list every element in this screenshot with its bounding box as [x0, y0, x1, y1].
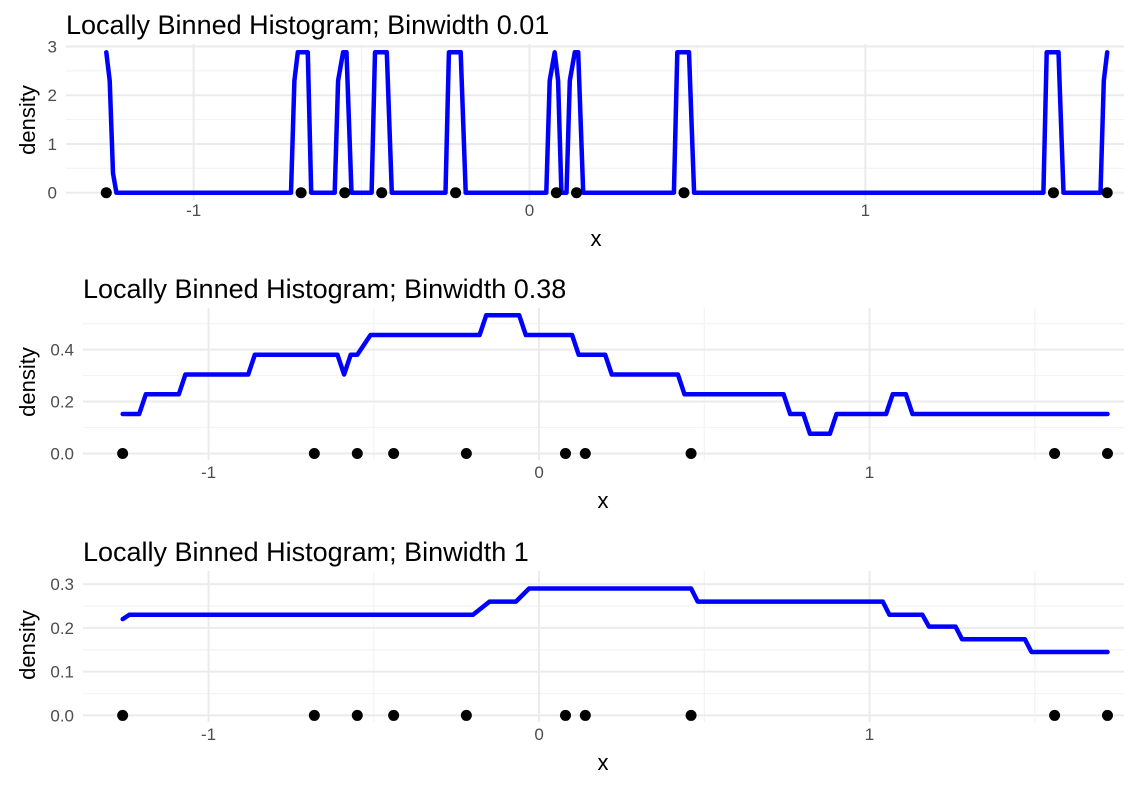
- panel-2-grid: [83, 308, 1124, 460]
- data-point: [579, 709, 591, 721]
- data-point: [388, 448, 400, 460]
- data-point: [1101, 187, 1113, 199]
- data-point: [376, 187, 388, 199]
- data-point: [571, 187, 583, 199]
- panel-1-x-ticks: -1 0 1: [186, 201, 870, 220]
- data-point: [678, 187, 690, 199]
- density-line: [104, 50, 1110, 195]
- x-tick-label: 0: [534, 725, 543, 744]
- panel-3-grid: [83, 571, 1124, 722]
- y-tick-label: 0.2: [50, 619, 74, 638]
- panel-2-x-ticks: -1 0 1: [201, 463, 874, 482]
- panel-1-x-axis-title: x: [591, 226, 602, 251]
- x-tick-label: 1: [865, 725, 874, 744]
- y-tick-label: 0.0: [50, 445, 74, 464]
- data-point: [117, 709, 129, 721]
- data-point: [1047, 187, 1059, 199]
- data-point: [685, 448, 697, 460]
- data-point: [460, 709, 472, 721]
- y-tick-label: 1: [48, 135, 57, 154]
- data-point: [117, 448, 129, 460]
- panel-2-y-ticks: 0.0 0.2 0.4: [50, 341, 74, 464]
- panel-1-series: [104, 50, 1110, 195]
- data-point: [450, 187, 462, 199]
- data-point: [1101, 448, 1113, 460]
- x-tick-label: -1: [201, 463, 216, 482]
- data-point: [388, 709, 400, 721]
- panel-2-title: Locally Binned Histogram; Binwidth 0.38: [83, 274, 566, 304]
- panel-2: Locally Binned Histogram; Binwidth 0.38 …: [15, 274, 1124, 513]
- data-point: [579, 448, 591, 460]
- x-tick-label: -1: [186, 201, 201, 220]
- panel-3-points: [117, 709, 1113, 721]
- panel-1-grid: [66, 44, 1124, 200]
- panel-2-y-axis-title: density: [15, 347, 40, 417]
- panel-3-y-axis-title: density: [15, 610, 40, 680]
- y-tick-label: 3: [48, 37, 57, 56]
- data-point: [460, 448, 472, 460]
- y-tick-label: 0.0: [50, 706, 74, 725]
- data-point: [559, 448, 571, 460]
- data-point: [559, 709, 571, 721]
- x-tick-label: 0: [534, 463, 543, 482]
- panel-1-y-ticks: 0 1 2 3: [48, 37, 57, 202]
- data-point: [339, 187, 351, 199]
- panel-3: Locally Binned Histogram; Binwidth 1 0.0…: [15, 537, 1124, 775]
- y-tick-label: 0.4: [50, 341, 74, 360]
- data-point: [1101, 709, 1113, 721]
- x-tick-label: 1: [861, 201, 870, 220]
- panel-3-y-ticks: 0.0 0.1 0.2 0.3: [50, 575, 74, 725]
- panel-3-x-ticks: -1 0 1: [201, 725, 874, 744]
- y-tick-label: 0.3: [50, 575, 74, 594]
- data-point: [100, 187, 112, 199]
- x-tick-label: -1: [201, 725, 216, 744]
- x-tick-label: 1: [865, 463, 874, 482]
- density-line: [120, 313, 1110, 437]
- panel-2-series: [120, 313, 1110, 437]
- panel-2-points: [117, 448, 1113, 460]
- y-tick-label: 0: [48, 184, 57, 203]
- x-tick-label: 0: [525, 201, 534, 220]
- panel-1-title: Locally Binned Histogram; Binwidth 0.01: [66, 10, 549, 40]
- data-point: [1049, 448, 1061, 460]
- data-point: [351, 709, 363, 721]
- panel-1-points: [100, 187, 1113, 199]
- y-tick-label: 2: [48, 86, 57, 105]
- data-point: [308, 709, 320, 721]
- y-tick-label: 0.1: [50, 663, 74, 682]
- density-line: [120, 586, 1110, 655]
- panel-2-x-axis-title: x: [598, 488, 609, 513]
- data-point: [550, 187, 562, 199]
- panel-3-x-axis-title: x: [598, 750, 609, 775]
- panel-1: Locally Binned Histogram; Binwidth 0.01 …: [15, 10, 1124, 251]
- panel-1-y-axis-title: density: [15, 85, 40, 155]
- y-tick-label: 0.2: [50, 393, 74, 412]
- data-point: [685, 709, 697, 721]
- data-point: [351, 448, 363, 460]
- data-point: [295, 187, 307, 199]
- data-point: [1049, 709, 1061, 721]
- panel-3-title: Locally Binned Histogram; Binwidth 1: [83, 537, 529, 567]
- panel-3-series: [120, 586, 1110, 655]
- data-point: [308, 448, 320, 460]
